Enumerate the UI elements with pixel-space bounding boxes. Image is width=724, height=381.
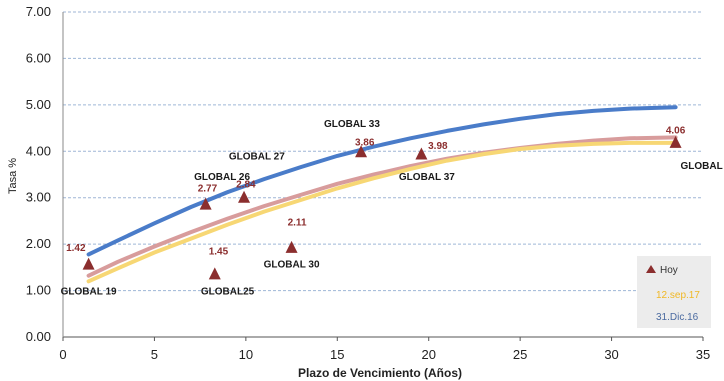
y-tick-label: 4.00	[26, 143, 51, 158]
x-tick-label: 30	[604, 347, 618, 362]
legend-label-hoy: Hoy	[660, 265, 678, 276]
x-tick-label: 0	[59, 347, 66, 362]
hoy-triangle-marker	[285, 240, 298, 253]
legend-label-31-dic-16: 31.Dic.16	[656, 312, 699, 323]
y-axis-title: Tasa %	[7, 158, 19, 194]
axes	[62, 12, 704, 341]
x-tick-label: 15	[330, 347, 344, 362]
x-axis-title: Plazo de Vencimiento (Años)	[298, 366, 462, 380]
bond-name-label: GLOBAL 19	[61, 286, 117, 297]
hoy-triangle-marker	[669, 135, 682, 148]
y-tick-label: 6.00	[26, 50, 51, 65]
bond-name-label: GLOBAL 26	[194, 172, 250, 183]
y-tick-label: 7.00	[26, 4, 51, 19]
x-tick-label: 10	[239, 347, 253, 362]
hoy-triangle-marker	[82, 257, 95, 270]
data-value-label: 2.84	[236, 180, 256, 191]
hoy-triangle-marker	[208, 267, 221, 280]
hoy-triangle-marker	[238, 190, 251, 203]
y-tick-label: 5.00	[26, 97, 51, 112]
gridlines	[63, 11, 703, 292]
bond-name-label: GLOBAL 27	[229, 152, 285, 163]
data-value-label: 1.42	[66, 243, 86, 254]
bond-name-label: GLOBAL 50	[681, 161, 724, 172]
data-value-label: 3.98	[428, 141, 448, 152]
x-tick-label: 20	[421, 347, 435, 362]
x-tick-label: 35	[696, 347, 710, 362]
legend-hoy-marker	[646, 265, 656, 273]
legend: Hoy 12.sep.17 31.Dic.16	[637, 256, 711, 328]
y-tick-label: 1.00	[26, 283, 51, 298]
bond-name-label: GLOBAL25	[201, 286, 255, 297]
y-tick-label: 0.00	[26, 329, 51, 344]
legend-label-12-sep-17: 12.sep.17	[656, 290, 700, 301]
x-tick-labels: 0 5 10 15 20 25 30 35	[59, 347, 710, 362]
series-line-12-sep-17	[86, 140, 678, 284]
y-tick-label: 3.00	[26, 190, 51, 205]
data-value-label: 3.86	[355, 138, 375, 149]
x-tick-label: 25	[513, 347, 527, 362]
data-value-label: 2.77	[198, 184, 218, 195]
data-value-label: 4.06	[666, 126, 686, 137]
hoy-triangle-marker	[415, 147, 428, 160]
data-value-label: 2.11	[288, 218, 307, 229]
annotations: GLOBAL 19 GLOBAL25 GLOBAL 26 GLOBAL 27 GLOBA…	[61, 119, 724, 297]
bond-name-label: GLOBAL 37	[399, 172, 455, 183]
hoy-triangle-marker	[355, 145, 368, 158]
bond-name-label: GLOBAL 30	[264, 259, 320, 270]
series-line-31-dic-16	[86, 105, 678, 257]
bond-name-label: GLOBAL 33	[324, 119, 380, 130]
hoy-markers	[82, 135, 682, 280]
data-value-label: 1.45	[209, 246, 229, 257]
series-line-fitted	[86, 135, 678, 278]
series-lines	[86, 105, 678, 284]
x-tick-label: 5	[151, 347, 158, 362]
hoy-triangle-marker	[199, 197, 212, 210]
y-tick-label: 2.00	[26, 236, 51, 251]
y-tick-labels: 0.00 1.00 2.00 3.00 4.00 5.00 6.00 7.00	[26, 4, 51, 344]
